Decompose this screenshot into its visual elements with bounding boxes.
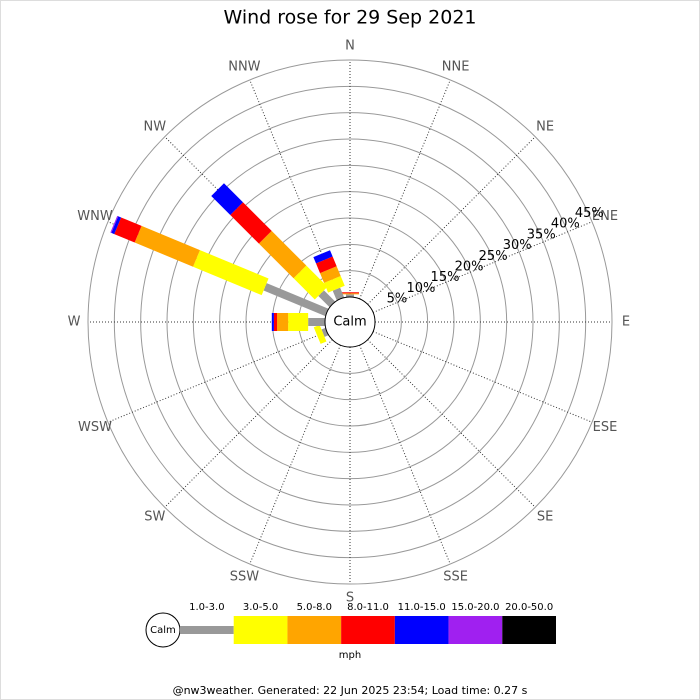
legend-label: 20.0-50.0 [505, 602, 553, 613]
direction-label: NW [144, 119, 167, 134]
wind-bar [271, 313, 274, 331]
wind-bar [313, 250, 333, 264]
legend-swatch [394, 616, 449, 644]
direction-label: SE [537, 510, 553, 525]
wind-bar [263, 283, 329, 317]
spoke [249, 344, 341, 565]
grid-ring [140, 112, 560, 532]
spoke [367, 339, 536, 508]
legend-label: 5.0-8.0 [297, 602, 332, 613]
legend-swatch [448, 616, 503, 644]
legend-unit: mph [339, 650, 361, 661]
wind-bar [313, 324, 327, 344]
wind-bar [332, 287, 345, 301]
direction-label: NNW [228, 60, 260, 75]
ring-label: 25% [479, 249, 508, 264]
wind-bar [111, 216, 122, 235]
grid-ring [192, 164, 508, 480]
direction-label: W [68, 315, 81, 330]
wind-bar [134, 225, 200, 267]
legend-label: 15.0-20.0 [451, 602, 499, 613]
direction-label: S [346, 591, 354, 606]
direction-label: NE [536, 119, 554, 134]
legend-label: 1.0-3.0 [189, 602, 224, 613]
wind-bar [293, 265, 328, 300]
wind-bar [114, 217, 142, 243]
wind-bar [324, 275, 345, 293]
legend-swatch [233, 616, 288, 644]
ring-label: 5% [387, 292, 408, 307]
wind-bar [315, 256, 337, 274]
spoke [359, 79, 451, 300]
legend-swatch [502, 616, 556, 644]
spoke [372, 331, 593, 423]
direction-label: NNE [442, 60, 470, 75]
legend-swatch [180, 626, 234, 634]
legend-label: 3.0-5.0 [243, 602, 278, 613]
spoke [367, 136, 536, 305]
ring-label: 40% [551, 217, 580, 232]
direction-label: SSW [230, 569, 260, 584]
wind-bar [320, 266, 341, 283]
chart-title: Wind rose for 29 Sep 2021 [223, 7, 476, 29]
ring-label: 45% [575, 206, 604, 221]
legend-label: 8.0-11.0 [347, 602, 389, 613]
direction-label: ENE [592, 209, 618, 224]
wind-bar [193, 250, 269, 296]
legend-calm-label: Calm [150, 625, 176, 636]
calm-label: Calm [333, 315, 366, 330]
bars [110, 183, 359, 344]
wind-bar [273, 313, 278, 331]
direction-label: SW [144, 510, 165, 525]
direction-label: WNW [77, 209, 113, 224]
wind-bar [211, 183, 243, 215]
spoke [107, 331, 328, 423]
wind-bar [277, 313, 289, 331]
direction-label: SSE [443, 569, 468, 584]
ring-label: 35% [527, 227, 556, 242]
spoke [164, 339, 333, 508]
wind-bar [288, 313, 309, 331]
wind-bar [258, 230, 307, 279]
legend-swatch [341, 616, 395, 644]
grid-ring [87, 59, 613, 585]
ring-label: 10% [406, 281, 435, 296]
ring-label: 20% [455, 259, 484, 274]
wind-bar [110, 215, 119, 233]
wind-bar [230, 202, 272, 244]
direction-label: N [345, 39, 355, 54]
wind-bar [308, 318, 325, 326]
legend-label: 11.0-15.0 [398, 602, 446, 613]
wind-bar [346, 294, 354, 297]
ring-label: 30% [503, 238, 532, 253]
ring-label: 15% [431, 270, 460, 285]
direction-label: WSW [78, 420, 112, 435]
grid-ring [166, 138, 534, 506]
direction-label: E [622, 315, 630, 330]
spoke [359, 344, 451, 565]
legend-swatch [287, 616, 342, 644]
wind-bar [341, 292, 359, 294]
calm-circle [324, 296, 376, 348]
direction-label: ESE [593, 420, 618, 435]
wind-bar [321, 327, 329, 337]
wind-bar [318, 290, 336, 308]
wind-bar [341, 293, 359, 295]
spoke [372, 221, 593, 313]
footer: @nw3weather. Generated: 22 Jun 2025 23:5… [173, 684, 528, 697]
